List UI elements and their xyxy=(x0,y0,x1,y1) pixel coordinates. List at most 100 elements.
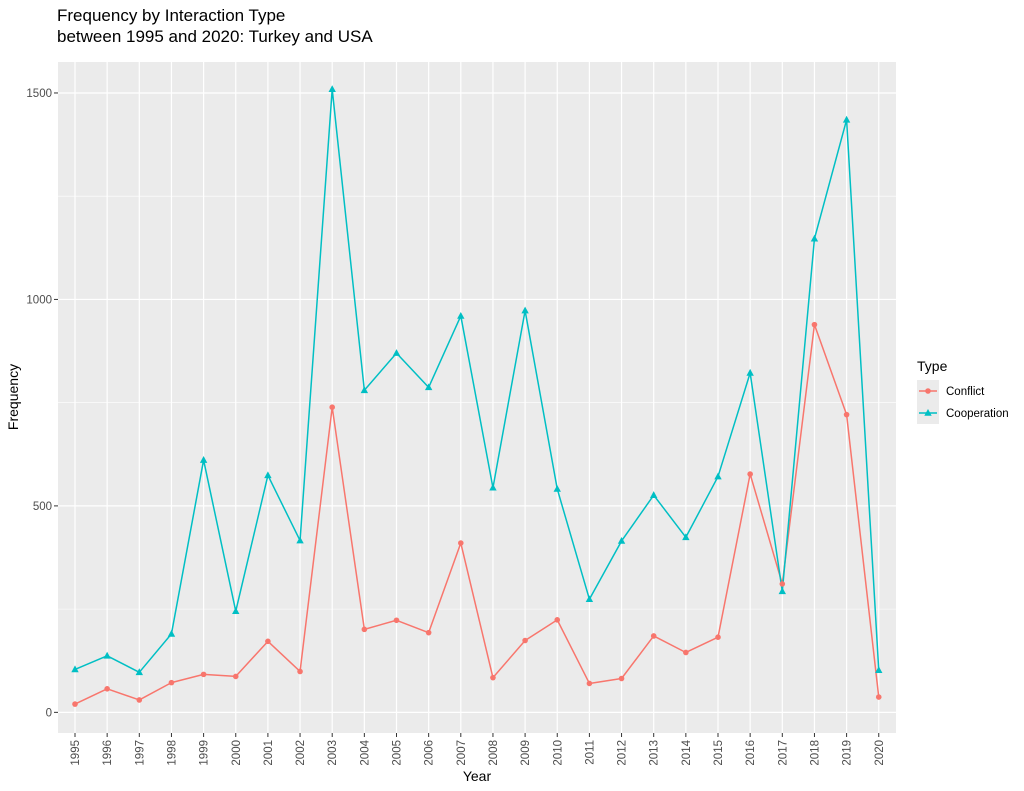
plot-panel xyxy=(58,62,896,733)
legend-title: Type xyxy=(917,358,948,374)
x-tick-label: 2005 xyxy=(392,740,404,766)
series-line-cooperation xyxy=(74,88,880,674)
x-tick-label: 1995 xyxy=(70,740,82,766)
data-point-cooperation xyxy=(424,383,433,391)
x-axis-title: Year xyxy=(463,768,492,784)
y-tick-label: 0 xyxy=(46,707,52,719)
data-point-cooperation xyxy=(167,629,176,637)
x-tick-label: 2015 xyxy=(713,740,725,766)
data-point-conflict xyxy=(522,637,528,644)
x-tick-label: 2001 xyxy=(263,740,275,766)
data-point-cooperation xyxy=(617,536,626,544)
data-point-conflict xyxy=(136,697,143,703)
x-tick-label: 1996 xyxy=(102,740,114,766)
data-point-cooperation xyxy=(457,311,465,319)
data-point-cooperation xyxy=(842,115,851,123)
x-tick-label: 2013 xyxy=(649,740,661,766)
data-point-cooperation xyxy=(103,651,111,659)
x-tick-label: 2010 xyxy=(552,740,564,766)
data-point-cooperation xyxy=(232,607,240,614)
chart-subtitle: between 1995 and 2020: Turkey and USA xyxy=(57,27,373,46)
x-tick-label: 2016 xyxy=(745,740,757,766)
data-point-conflict xyxy=(490,674,496,681)
x-tick-label: 2011 xyxy=(584,740,596,765)
y-tick-label: 1000 xyxy=(26,294,52,306)
data-point-conflict xyxy=(586,680,593,687)
x-tick-label: 2003 xyxy=(327,740,339,766)
data-point-cooperation xyxy=(489,483,497,491)
data-point-conflict xyxy=(329,404,336,411)
data-point-conflict xyxy=(650,633,657,639)
data-point-conflict xyxy=(265,638,271,645)
x-tick-label: 2019 xyxy=(842,740,854,766)
data-point-conflict xyxy=(683,649,689,656)
legend-key-marker xyxy=(925,388,931,394)
data-point-cooperation xyxy=(135,668,143,676)
series-line-conflict xyxy=(74,323,880,705)
data-point-cooperation xyxy=(553,484,561,492)
data-point-cooperation xyxy=(746,368,754,376)
data-point-cooperation xyxy=(392,349,401,356)
data-point-conflict xyxy=(554,617,561,623)
x-tick-label: 2009 xyxy=(520,740,532,766)
data-point-conflict xyxy=(361,626,368,633)
data-point-conflict xyxy=(715,634,721,641)
x-tick-label: 2020 xyxy=(874,740,886,766)
series-lines xyxy=(74,88,880,705)
x-tick-label: 2018 xyxy=(809,740,821,766)
data-point-cooperation xyxy=(650,491,658,498)
data-point-conflict xyxy=(747,471,753,477)
legend-label-conflict: Conflict xyxy=(946,386,985,398)
y-tick-label: 1500 xyxy=(26,88,52,100)
data-point-conflict xyxy=(843,411,850,418)
x-tick-label: 2007 xyxy=(456,740,468,766)
data-point-cooperation xyxy=(682,533,690,541)
data-point-cooperation xyxy=(296,536,304,544)
data-point-conflict xyxy=(425,629,432,636)
data-point-cooperation xyxy=(521,306,529,314)
data-point-cooperation xyxy=(328,85,336,93)
x-tick-label: 2006 xyxy=(424,740,436,766)
data-point-conflict xyxy=(875,694,882,700)
x-tick-label: 1999 xyxy=(199,740,211,766)
data-point-conflict xyxy=(232,673,239,680)
data-point-cooperation xyxy=(360,386,369,394)
data-point-cooperation xyxy=(810,234,819,242)
legend-key-marker xyxy=(924,409,932,416)
x-tick-label: 2017 xyxy=(777,740,789,766)
data-point-cooperation xyxy=(264,471,272,479)
x-tick-label: 2014 xyxy=(681,739,693,765)
data-point-cooperation xyxy=(875,666,883,674)
series-points xyxy=(71,85,883,707)
x-axis: 1995 1996 1997 1998 1999 2000 2001 2002 2003 2004… xyxy=(70,733,886,766)
y-axis-title: Frequency xyxy=(5,364,21,430)
data-point-conflict xyxy=(393,617,400,624)
data-point-conflict xyxy=(458,540,464,546)
chart-title: Frequency by Interaction Type xyxy=(57,6,285,25)
data-point-conflict xyxy=(811,321,818,328)
legend-label-cooperation: Cooperation xyxy=(946,408,1009,420)
x-tick-label: 1998 xyxy=(166,740,178,766)
data-point-conflict xyxy=(168,679,175,686)
x-tick-label: 2012 xyxy=(617,740,629,766)
x-tick-label: 1997 xyxy=(134,740,146,766)
data-point-cooperation xyxy=(778,587,786,595)
x-tick-label: 2002 xyxy=(295,740,307,766)
data-point-conflict xyxy=(297,668,303,675)
data-point-cooperation xyxy=(714,472,722,480)
data-point-conflict xyxy=(104,686,110,692)
data-point-cooperation xyxy=(199,456,208,463)
data-point-cooperation xyxy=(585,595,594,603)
data-point-conflict xyxy=(200,671,207,678)
x-tick-label: 2000 xyxy=(231,740,243,766)
y-axis: 0 500 1000 1500 xyxy=(26,88,58,719)
y-tick-label: 500 xyxy=(33,501,52,513)
data-point-cooperation xyxy=(71,665,79,673)
data-point-conflict xyxy=(618,675,625,682)
data-point-conflict xyxy=(72,701,78,707)
x-tick-label: 2004 xyxy=(359,739,371,765)
data-point-conflict xyxy=(779,581,786,587)
legend: Type Conflict Cooperation xyxy=(917,358,1009,424)
x-tick-label: 2008 xyxy=(488,740,500,766)
